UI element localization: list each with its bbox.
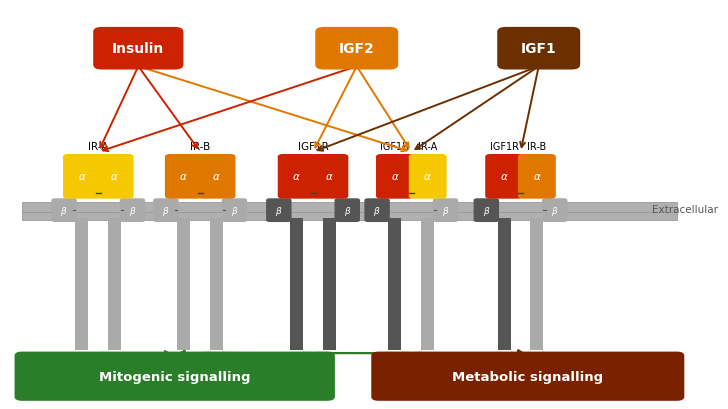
Text: $\beta$: $\beta$ xyxy=(60,204,68,217)
Text: IR-B: IR-B xyxy=(190,142,210,151)
Text: $\beta$: $\beta$ xyxy=(162,204,170,217)
Text: Mitogenic signalling: Mitogenic signalling xyxy=(99,370,250,383)
Text: $\alpha$: $\alpha$ xyxy=(325,172,333,182)
FancyBboxPatch shape xyxy=(315,28,398,70)
Bar xyxy=(178,219,191,350)
Bar xyxy=(530,219,543,350)
Text: $\beta$: $\beta$ xyxy=(275,204,282,217)
Text: $\alpha$: $\alpha$ xyxy=(293,172,301,182)
Text: $\beta$: $\beta$ xyxy=(129,204,136,217)
Text: Extracellular: Extracellular xyxy=(652,204,718,214)
Text: IGF2: IGF2 xyxy=(339,42,375,56)
Text: $\alpha$: $\alpha$ xyxy=(500,172,508,182)
FancyBboxPatch shape xyxy=(119,199,146,222)
Text: $\beta$: $\beta$ xyxy=(231,204,238,217)
FancyBboxPatch shape xyxy=(96,155,134,199)
FancyBboxPatch shape xyxy=(376,155,414,199)
Text: $\alpha$: $\alpha$ xyxy=(111,172,119,182)
FancyBboxPatch shape xyxy=(198,155,236,199)
FancyBboxPatch shape xyxy=(335,199,360,222)
Text: $\alpha$: $\alpha$ xyxy=(424,172,432,182)
FancyBboxPatch shape xyxy=(518,155,556,199)
Bar xyxy=(323,219,336,350)
Text: $\alpha$: $\alpha$ xyxy=(533,172,541,182)
FancyBboxPatch shape xyxy=(165,155,202,199)
FancyBboxPatch shape xyxy=(311,155,349,199)
Text: $\alpha$: $\alpha$ xyxy=(180,172,188,182)
FancyBboxPatch shape xyxy=(473,199,499,222)
Bar xyxy=(22,202,677,213)
FancyBboxPatch shape xyxy=(51,199,77,222)
Bar xyxy=(421,219,434,350)
Text: $\alpha$: $\alpha$ xyxy=(391,172,399,182)
FancyBboxPatch shape xyxy=(542,199,568,222)
FancyBboxPatch shape xyxy=(222,199,248,222)
Text: IGF1R: IGF1R xyxy=(490,142,518,151)
FancyBboxPatch shape xyxy=(365,199,390,222)
FancyBboxPatch shape xyxy=(154,199,179,222)
FancyBboxPatch shape xyxy=(266,199,291,222)
Text: $\beta$: $\beta$ xyxy=(551,204,558,217)
FancyBboxPatch shape xyxy=(486,155,523,199)
FancyBboxPatch shape xyxy=(278,155,316,199)
Text: $\alpha$: $\alpha$ xyxy=(78,172,86,182)
Text: IGF1R: IGF1R xyxy=(298,142,328,151)
Text: IGF1: IGF1 xyxy=(521,42,557,56)
Text: $\beta$: $\beta$ xyxy=(483,204,490,217)
Bar xyxy=(22,211,677,221)
FancyBboxPatch shape xyxy=(93,28,183,70)
Text: $\alpha$: $\alpha$ xyxy=(213,172,221,182)
Bar xyxy=(108,219,121,350)
FancyBboxPatch shape xyxy=(15,352,335,401)
FancyBboxPatch shape xyxy=(497,28,580,70)
Text: Metabolic signalling: Metabolic signalling xyxy=(452,370,604,383)
Text: $\beta$: $\beta$ xyxy=(344,204,351,217)
Text: $\beta$: $\beta$ xyxy=(442,204,449,217)
Text: IR-A: IR-A xyxy=(88,142,108,151)
Bar xyxy=(210,219,223,350)
Bar xyxy=(498,219,511,350)
Bar xyxy=(389,219,402,350)
Bar xyxy=(76,219,89,350)
FancyBboxPatch shape xyxy=(432,199,459,222)
Text: $\beta$: $\beta$ xyxy=(373,204,381,217)
FancyBboxPatch shape xyxy=(371,352,684,401)
Text: IGF1R: IGF1R xyxy=(381,142,409,151)
Bar xyxy=(290,219,304,350)
FancyBboxPatch shape xyxy=(409,155,446,199)
Text: Insulin: Insulin xyxy=(112,42,165,56)
Text: IR-B: IR-B xyxy=(527,142,547,151)
Text: IR-A: IR-A xyxy=(418,142,438,151)
FancyBboxPatch shape xyxy=(63,155,100,199)
